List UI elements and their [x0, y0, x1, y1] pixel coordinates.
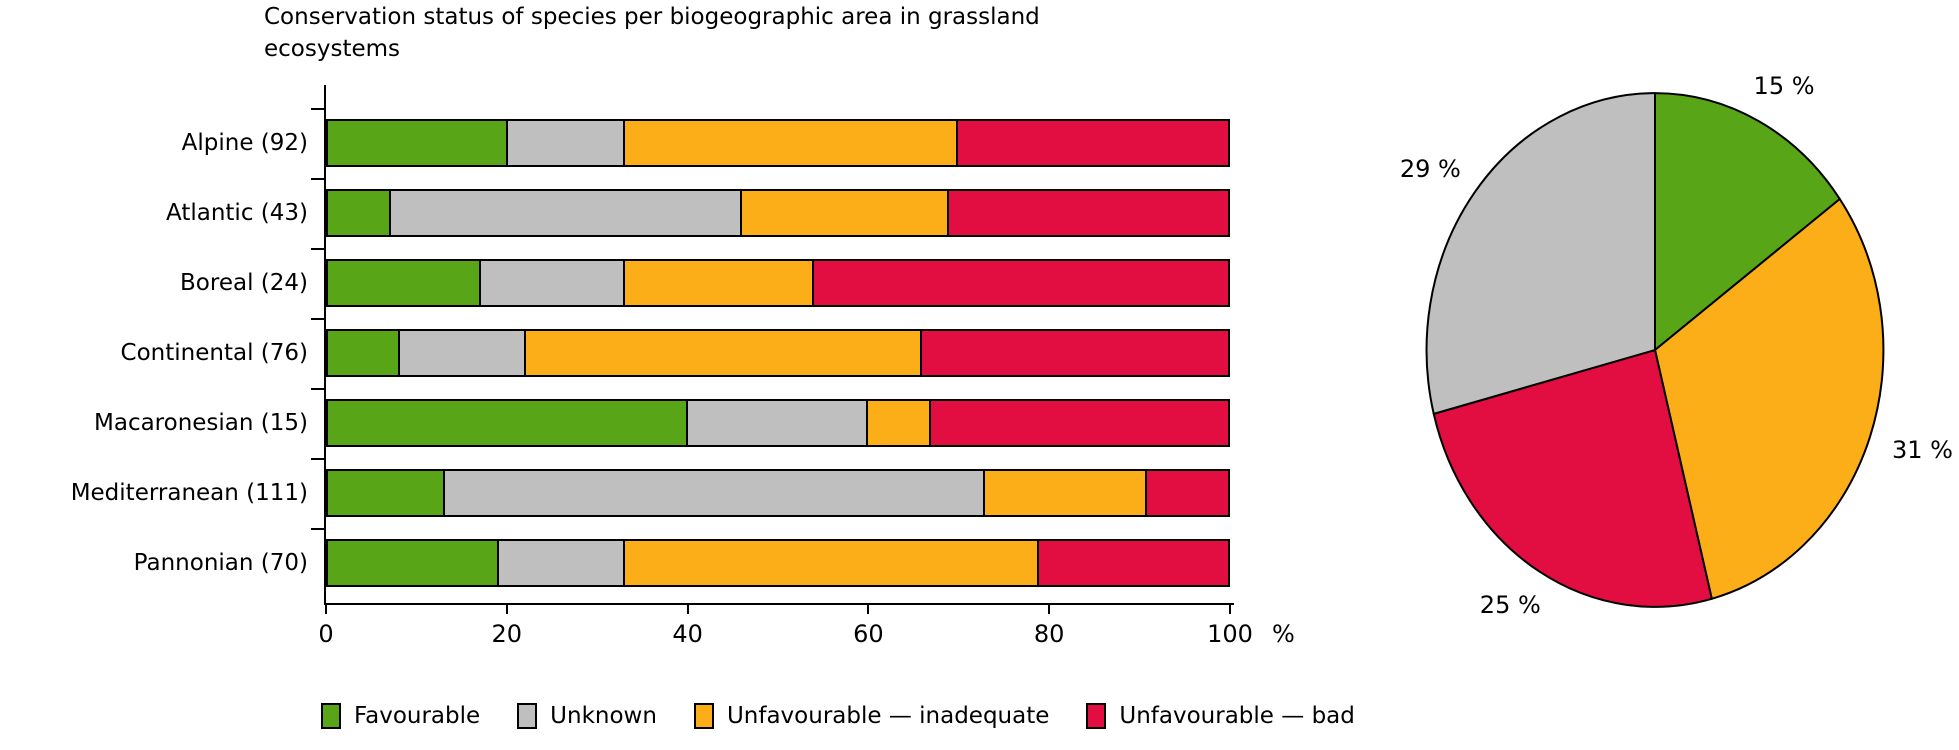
bar-segment: [328, 541, 499, 585]
pie-slice: [1655, 93, 1840, 350]
bar-row: [326, 119, 1230, 167]
y-axis-tick: [311, 178, 326, 180]
pie-slice-label: 29 %: [1399, 154, 1461, 183]
pie-slice-label: 25 %: [1479, 590, 1541, 619]
category-label: Atlantic (43): [166, 200, 308, 226]
legend-label: Favourable: [354, 703, 481, 729]
x-axis-tick: [1229, 605, 1231, 614]
x-axis-tick-label: 40: [672, 620, 703, 648]
y-axis-tick: [311, 388, 326, 390]
x-axis-tick: [1048, 605, 1051, 614]
bar-row: [326, 259, 1230, 307]
bar-segment: [985, 471, 1147, 515]
legend-swatch: [693, 703, 714, 729]
bar-segment: [688, 401, 868, 445]
x-axis-tick: [325, 605, 327, 614]
pie-slice: [1655, 199, 1883, 599]
legend-swatch: [1086, 703, 1107, 729]
x-axis-tick-label: 20: [491, 620, 523, 648]
x-axis-tick-label: 80: [1033, 620, 1065, 648]
legend-item: Favourable: [321, 703, 480, 729]
legend-label: Unfavourable — inadequate: [726, 703, 1050, 729]
bar-segment: [481, 261, 625, 305]
category-label: Boreal (24): [180, 270, 308, 296]
pie-slice-label: 31 %: [1891, 436, 1953, 465]
bar-segment: [328, 331, 400, 375]
bar-segment: [328, 471, 445, 515]
bar-segment: [868, 401, 931, 445]
bar-segment: [328, 261, 481, 305]
bar-row: [326, 539, 1230, 587]
category-label: Macaronesian (15): [94, 410, 308, 436]
x-axis-tick: [867, 605, 870, 614]
legend: Favourable Unknown Unfavourable — inadequa…: [321, 700, 1355, 732]
bar-row: [326, 469, 1230, 517]
y-axis-line: [324, 85, 326, 605]
x-axis-tick-label: 100: [1207, 620, 1253, 648]
x-axis-tick-label: 0: [318, 620, 334, 648]
legend-item: Unfavourable — inadequate: [693, 703, 1050, 729]
pie-slice-label: 15 %: [1753, 72, 1815, 101]
x-axis-tick: [686, 605, 689, 614]
y-axis-tick: [311, 458, 326, 460]
legend-item: Unknown: [517, 703, 657, 729]
bar-segment: [949, 191, 1228, 235]
bar-row: [326, 189, 1230, 237]
legend-label: Unfavourable — bad: [1119, 703, 1355, 729]
bar-segment: [1147, 471, 1228, 515]
x-axis-tick-label: 60: [853, 620, 884, 648]
category-label: Mediterranean (111): [70, 480, 308, 506]
bar-segment: [526, 331, 922, 375]
category-label: Pannonian (70): [133, 550, 308, 576]
bar-segment: [328, 121, 508, 165]
bar-segment: [400, 331, 526, 375]
bar-segment: [931, 401, 1228, 445]
category-label: Alpine (92): [181, 130, 308, 156]
bar-segment: [922, 331, 1228, 375]
bar-segment: [391, 191, 742, 235]
bar-row: [326, 399, 1230, 447]
bar-segment: [958, 121, 1228, 165]
bar-segment: [445, 471, 985, 515]
bar-segment: [328, 191, 391, 235]
legend-label: Unknown: [550, 703, 657, 729]
pie-chart: [1422, 88, 1888, 612]
bar-row: [326, 329, 1230, 377]
legend-swatch: [321, 703, 341, 729]
bar-segment: [814, 261, 1228, 305]
legend-swatch: [517, 703, 538, 729]
x-axis-line: [324, 603, 1234, 605]
bar-segment: [328, 401, 688, 445]
chart-title: Conservation status of species per bioge…: [264, 4, 1040, 62]
x-axis-unit-label: %: [1272, 620, 1295, 648]
pie-slice: [1427, 93, 1655, 414]
legend-item: Unfavourable — bad: [1086, 703, 1355, 729]
bar-segment: [625, 541, 1039, 585]
y-axis-tick: [311, 108, 326, 110]
bar-segment: [625, 261, 814, 305]
pie-slice: [1434, 350, 1712, 607]
y-axis-tick: [311, 318, 326, 320]
x-axis-tick: [505, 605, 508, 614]
bar-segment: [1039, 541, 1228, 585]
category-label: Continental (76): [120, 340, 308, 366]
y-axis-tick: [311, 248, 326, 250]
bar-segment: [499, 541, 625, 585]
bar-segment: [625, 121, 958, 165]
bar-segment: [508, 121, 625, 165]
bar-segment: [742, 191, 949, 235]
y-axis-tick: [311, 528, 326, 530]
